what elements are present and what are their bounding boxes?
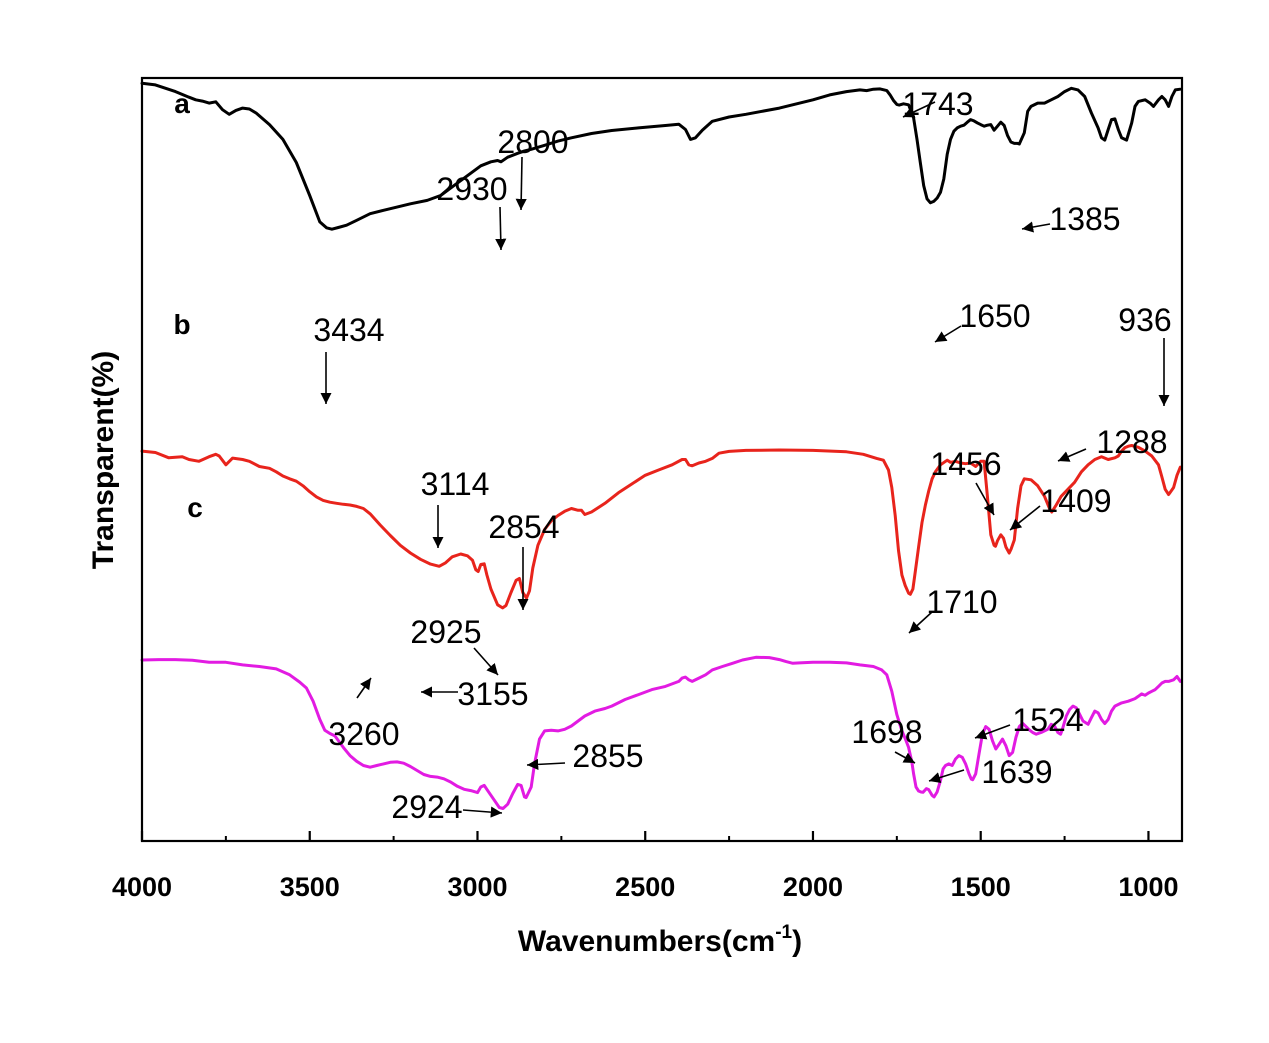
annotation-label: 3260	[328, 716, 399, 752]
annotation-label: 1698	[851, 714, 922, 750]
peak-annotation-3155: 3155	[421, 676, 529, 712]
annotation-arrow	[462, 806, 503, 818]
annotation-label: 1710	[926, 584, 997, 620]
annotation-label: 1524	[1012, 702, 1083, 738]
series-a-line	[140, 81, 1182, 231]
peak-annotation-2854: 2854	[488, 509, 560, 610]
x-axis-label-close: )	[792, 925, 802, 958]
annotation-arrow	[1057, 448, 1087, 462]
annotation-label: 1385	[1049, 201, 1120, 237]
annotation-arrow	[515, 156, 527, 211]
annotation-arrow	[928, 769, 965, 783]
peak-annotation-1698: 1698	[851, 714, 923, 764]
annotation-label: 1456	[930, 446, 1001, 482]
curve-label-a: a	[174, 88, 190, 119]
annotation-label: 2925	[410, 614, 481, 650]
annotation-arrow	[495, 206, 507, 251]
x-axis-label-sup: -1	[775, 922, 792, 943]
x-tick-label: 4000	[112, 872, 172, 902]
annotation-arrow	[934, 325, 962, 343]
peak-annotation-1524: 1524	[974, 702, 1084, 740]
annotation-arrow	[526, 758, 566, 771]
annotation-label: 2924	[391, 789, 462, 825]
peak-annotation-1409: 1409	[1009, 483, 1112, 531]
annotation-label: 1743	[902, 86, 973, 122]
annotation-label: 1650	[959, 298, 1030, 334]
annotation-arrow	[473, 647, 499, 676]
annotation-arrow	[902, 101, 936, 118]
peak-annotation-1743: 1743	[902, 86, 973, 122]
annotation-label: 1639	[981, 754, 1052, 790]
series-layer	[140, 81, 1182, 810]
x-tick-label: 3000	[447, 872, 507, 902]
peak-annotation-1639: 1639	[928, 754, 1053, 790]
peak-annotation-3434: 3434	[313, 312, 385, 404]
annotation-layer: 1743 2800 2930 1385 3434 1650 936 3114 2854 2925 1…	[313, 86, 1171, 825]
annotation-label: 1409	[1040, 483, 1111, 519]
plot-frame	[140, 76, 1184, 843]
annotation-label: 2854	[488, 509, 559, 545]
peak-annotation-3114: 3114	[421, 466, 490, 548]
x-axis-label: Wavenumbers(cm-1)	[518, 922, 802, 958]
peak-annotation-1288: 1288	[1057, 424, 1168, 462]
y-axis-label: Transparent(%)	[87, 351, 120, 569]
annotation-label: 1288	[1096, 424, 1167, 460]
peak-annotation-2855: 2855	[526, 738, 644, 774]
x-tick-label: 2000	[783, 872, 843, 902]
annotation-label: 2930	[436, 171, 507, 207]
annotation-arrow	[1021, 221, 1051, 233]
annotation-arrow	[1009, 505, 1041, 531]
annotation-label: 3114	[421, 466, 490, 502]
series-c-line	[140, 655, 1182, 810]
curve-label-c: c	[187, 492, 203, 523]
x-axis-label-main: Wavenumbers(cm	[518, 925, 775, 958]
peak-annotation-3260: 3260	[328, 677, 400, 752]
annotation-arrow	[908, 611, 933, 634]
peak-annotation-1456: 1456	[930, 446, 1002, 516]
annotation-arrow	[894, 751, 916, 764]
annotation-label: 936	[1118, 302, 1171, 338]
annotation-label: 2855	[572, 738, 643, 774]
annotation-arrow	[356, 677, 372, 699]
annotation-arrow	[975, 482, 995, 516]
x-axis: 4000 3500 3000 2500 2000 1500 1000	[112, 831, 1178, 902]
peak-annotation-1710: 1710	[908, 584, 998, 634]
curve-label-b: b	[173, 309, 190, 340]
annotation-label: 3434	[313, 312, 384, 348]
x-tick-label: 2500	[615, 872, 675, 902]
annotation-label: 3155	[457, 676, 528, 712]
series-b-line	[140, 444, 1182, 610]
x-tick-label: 1500	[951, 872, 1011, 902]
label-layer: a b c	[173, 88, 202, 523]
annotation-arrow	[974, 724, 1011, 740]
peak-annotation-2930: 2930	[436, 171, 508, 251]
peak-annotation-2924: 2924	[391, 789, 503, 825]
peak-annotation-2925: 2925	[410, 614, 499, 676]
x-tick-label: 3500	[280, 872, 340, 902]
annotation-label: 2800	[497, 124, 568, 160]
peak-annotation-2800: 2800	[497, 124, 569, 211]
peak-annotation-1385: 1385	[1021, 201, 1121, 237]
x-tick-label: 1000	[1118, 872, 1178, 902]
peak-annotation-1650: 1650	[934, 298, 1031, 343]
peak-annotation-936: 936	[1118, 302, 1172, 406]
